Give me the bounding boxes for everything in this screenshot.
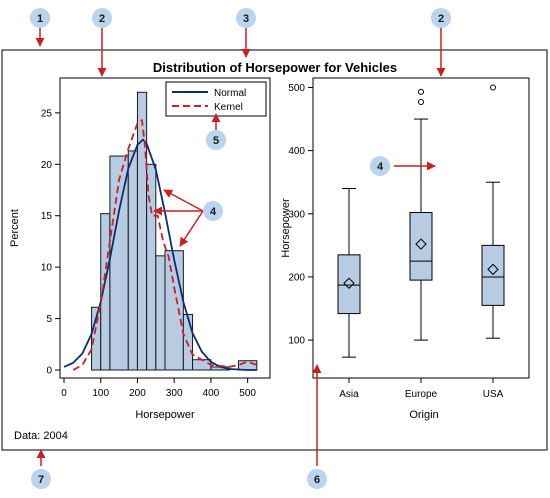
callout-markers: 1 2 3 2 4 5 4 6: [30, 8, 451, 489]
histogram-bar-4: [136, 91, 148, 371]
callout-circle: [203, 201, 223, 221]
callout-number: 1: [37, 13, 43, 25]
europe-outlier-0: [418, 99, 424, 105]
callout-number: 4: [377, 161, 384, 173]
boxplot-panel: 100 200 300 400 500 Asia Europe USA Origin Hor…: [280, 77, 530, 421]
asia-box: [337, 254, 361, 315]
callout-circle: [236, 8, 256, 28]
x-tick-label: 100: [92, 388, 109, 399]
boxplot-boxes: [337, 84, 505, 358]
callout-2b: 2: [431, 8, 451, 28]
y-tick-label: 400: [288, 146, 305, 157]
x-tick-label: 400: [203, 388, 220, 399]
callout-arrows: [35, 28, 446, 466]
histogram-curves: [63, 119, 258, 371]
histogram-x-axis-title: Horsepower: [135, 409, 195, 421]
x-tick-label: 300: [166, 388, 183, 399]
callout-number: 2: [438, 13, 444, 25]
boxplot-x-axis-title: Origin: [409, 409, 438, 421]
callout-1: 1: [30, 8, 50, 28]
y-tick-label: 15: [41, 211, 53, 222]
y-tick-label: 20: [41, 160, 53, 171]
callout-4b: 4: [370, 156, 390, 176]
y-tick-label: 300: [288, 209, 305, 220]
callout-circle: [206, 130, 226, 150]
histogram-legend: Normal Kernel: [165, 81, 267, 117]
x-tick-label-asia: Asia: [339, 389, 359, 400]
arrow-callout-4a-3: [179, 210, 204, 247]
callout-number: 3: [243, 13, 249, 25]
histogram-bar-3: [127, 150, 138, 371]
y-tick-label: 200: [288, 272, 305, 283]
x-tick-label-usa: USA: [483, 389, 504, 400]
normal-density-curve: [63, 138, 257, 371]
x-tick-label: 200: [129, 388, 146, 399]
arrow-callout-4a-1: [163, 189, 204, 212]
callout-circle: [431, 8, 451, 28]
y-tick-label: 5: [46, 314, 52, 325]
histogram-panel: 0 100 200 300 400 500 0 5 10 15 20 25 Horsepower P…: [9, 77, 271, 421]
callout-2a: 2: [92, 8, 112, 28]
callout-number: 5: [213, 135, 219, 147]
legend-label-kernel: Kernel: [214, 102, 243, 113]
callout-3: 3: [236, 8, 256, 28]
callout-7: 7: [31, 469, 51, 489]
callout-5: 5: [206, 130, 226, 150]
y-tick-label: 10: [41, 263, 53, 274]
footnote: Data: 2004: [14, 430, 68, 442]
callout-number: 2: [99, 13, 105, 25]
histogram-bar-6: [155, 255, 166, 371]
asia-mean-marker: [343, 277, 355, 289]
callout-circle: [307, 469, 327, 489]
figure-title: Distribution of Horsepower for Vehicles: [153, 60, 397, 75]
histogram-bar-9: [192, 359, 212, 371]
callout-circle: [31, 469, 51, 489]
x-tick-label: 0: [61, 388, 67, 399]
x-tick-label-europe: Europe: [405, 389, 438, 400]
europe-mean-marker: [415, 238, 427, 250]
legend-label-normal: Normal: [214, 88, 246, 99]
callout-number: 7: [38, 474, 44, 486]
histogram-bar-11: [237, 360, 258, 371]
callout-circle: [30, 8, 50, 28]
histogram-y-ticks: 0 5 10 15 20 25: [41, 108, 60, 377]
callout-number: 4: [210, 206, 217, 218]
usa-box: [481, 244, 505, 306]
callout-number: 6: [314, 474, 320, 486]
x-tick-label: 500: [239, 388, 256, 399]
y-tick-label: 0: [46, 366, 52, 377]
europe-outlier-1: [418, 88, 424, 95]
usa-outlier-0: [490, 84, 496, 91]
y-tick-label: 100: [288, 336, 305, 347]
callout-6: 6: [307, 469, 327, 489]
histogram-bar-5: [146, 163, 157, 371]
europe-box: [409, 212, 433, 281]
legend-box: [165, 81, 267, 117]
callout-circle: [370, 156, 390, 176]
y-tick-label: 25: [41, 108, 53, 119]
histogram-bar-7: [164, 250, 184, 371]
y-tick-label: 500: [288, 83, 305, 94]
boxplot-x-ticks: Asia Europe USA: [339, 378, 504, 400]
usa-mean-marker: [487, 263, 499, 276]
boxplot-y-ticks: 100 200 300 400 500: [288, 83, 313, 347]
callout-4a: 4: [203, 201, 223, 221]
histogram-y-axis-title: Percent: [9, 209, 21, 247]
callout-circle: [92, 8, 112, 28]
histogram-bar-2: [109, 155, 129, 371]
histogram-x-ticks: 0 100 200 300 400 500: [61, 378, 256, 399]
boxplot-y-axis-title: Horsepower: [280, 198, 292, 258]
